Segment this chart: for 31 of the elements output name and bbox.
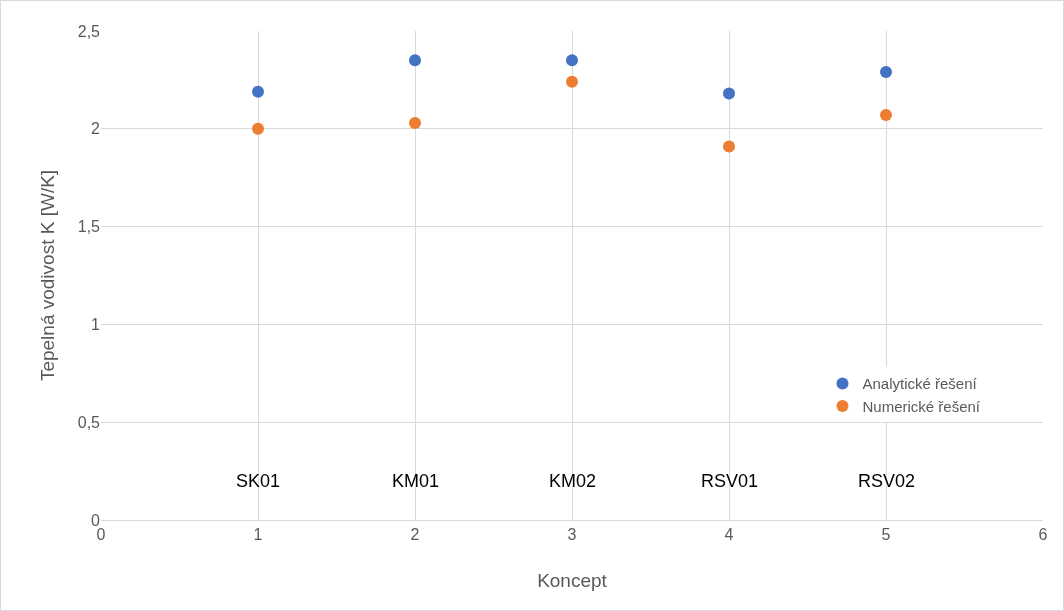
annotation: KM02 <box>549 471 597 491</box>
point <box>409 116 421 129</box>
point <box>880 109 892 122</box>
x-tick-label: 2 <box>410 526 420 544</box>
annotation: RSV01 <box>701 471 759 491</box>
point <box>566 75 578 88</box>
annotation: SK01 <box>236 471 281 491</box>
x-tick-label: 5 <box>881 526 891 544</box>
legend-label: Numerické řešení <box>862 397 981 415</box>
point <box>723 87 735 100</box>
point <box>409 54 421 67</box>
y-axis-title: Tepelná vodivost K [W/K] <box>36 169 58 382</box>
y-tick-label: 2,5 <box>77 22 101 40</box>
legend-label: Analytické řešení <box>862 375 978 393</box>
y-tick-label: 2 <box>91 120 101 138</box>
x-tick-label: 6 <box>1038 526 1048 544</box>
point <box>723 140 735 153</box>
y-tick-label: 1,5 <box>77 218 101 236</box>
y-tick-label: 0 <box>91 511 101 529</box>
y-tick-label: 1 <box>91 316 101 333</box>
x-axis-title: Koncept <box>537 570 608 591</box>
annotation: KM01 <box>392 471 440 491</box>
x-tick-label: 1 <box>253 526 263 544</box>
y-tick-label: 0,5 <box>77 413 101 431</box>
point <box>252 85 264 98</box>
point <box>566 54 578 67</box>
annotation: RSV02 <box>858 471 916 491</box>
x-tick-label: 4 <box>724 526 734 544</box>
point <box>880 66 892 79</box>
point <box>252 122 264 135</box>
x-tick-label: 3 <box>567 526 577 544</box>
